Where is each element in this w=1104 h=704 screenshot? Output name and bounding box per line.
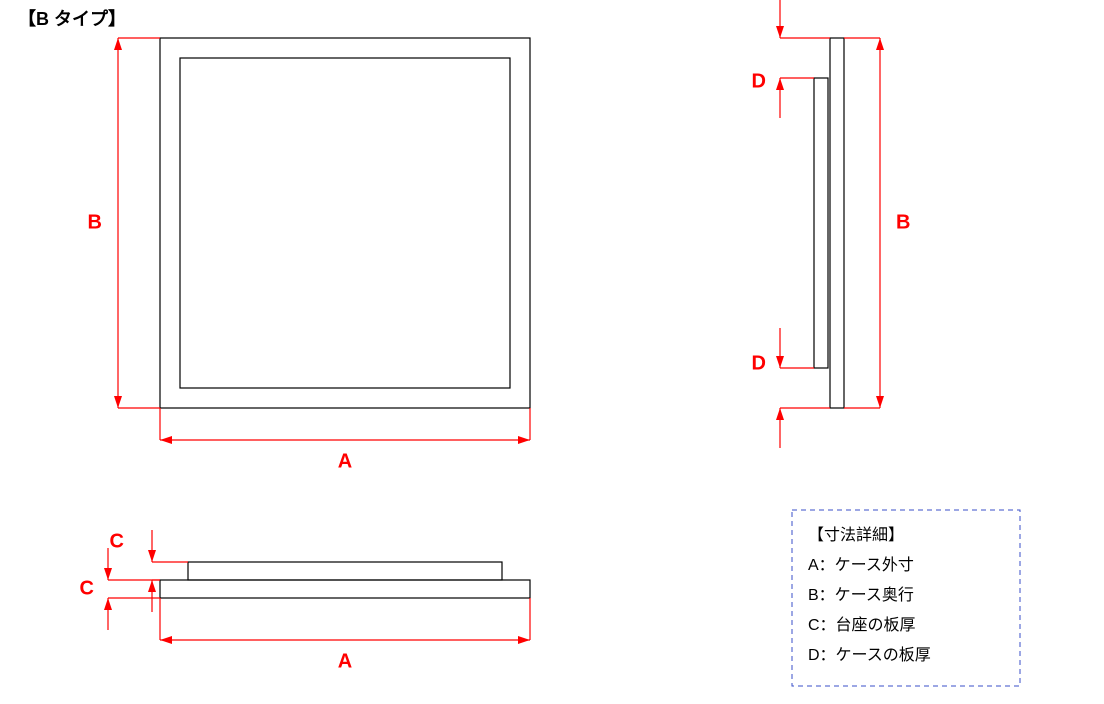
legend-box: 【寸法詳細】 A：ケース外寸 B：ケース奥行 C：台座の板厚 D：ケースの板厚 — [792, 510, 1020, 686]
dim-label-A-front: A — [338, 450, 352, 472]
diagram-title: 【B タイプ】 — [18, 8, 126, 29]
dim-label-C-case: C — [110, 530, 124, 552]
dim-label-B-side: B — [896, 211, 910, 233]
legend-item: C：台座の板厚 — [808, 616, 916, 634]
legend-title: 【寸法詳細】 — [808, 526, 904, 544]
dim-label-D-top: D — [752, 70, 766, 92]
diagram-canvas: 【B タイプ】ABBDDACC【寸法詳細】A：ケース外寸B：ケース奥行C：台座の… — [0, 0, 1104, 704]
legend-item: A：ケース外寸 — [808, 556, 914, 574]
legend-item: B：ケース奥行 — [808, 586, 914, 604]
dim-label-D-bottom: D — [752, 352, 766, 374]
side-view: B D D — [752, 0, 911, 448]
legend-item: D：ケースの板厚 — [808, 646, 931, 664]
dim-label-B-front: B — [88, 211, 102, 233]
front-view: AB — [88, 38, 530, 472]
top-view: A C C — [80, 530, 530, 672]
dim-label-A-top: A — [338, 650, 352, 672]
dim-label-C-base: C — [80, 577, 94, 599]
